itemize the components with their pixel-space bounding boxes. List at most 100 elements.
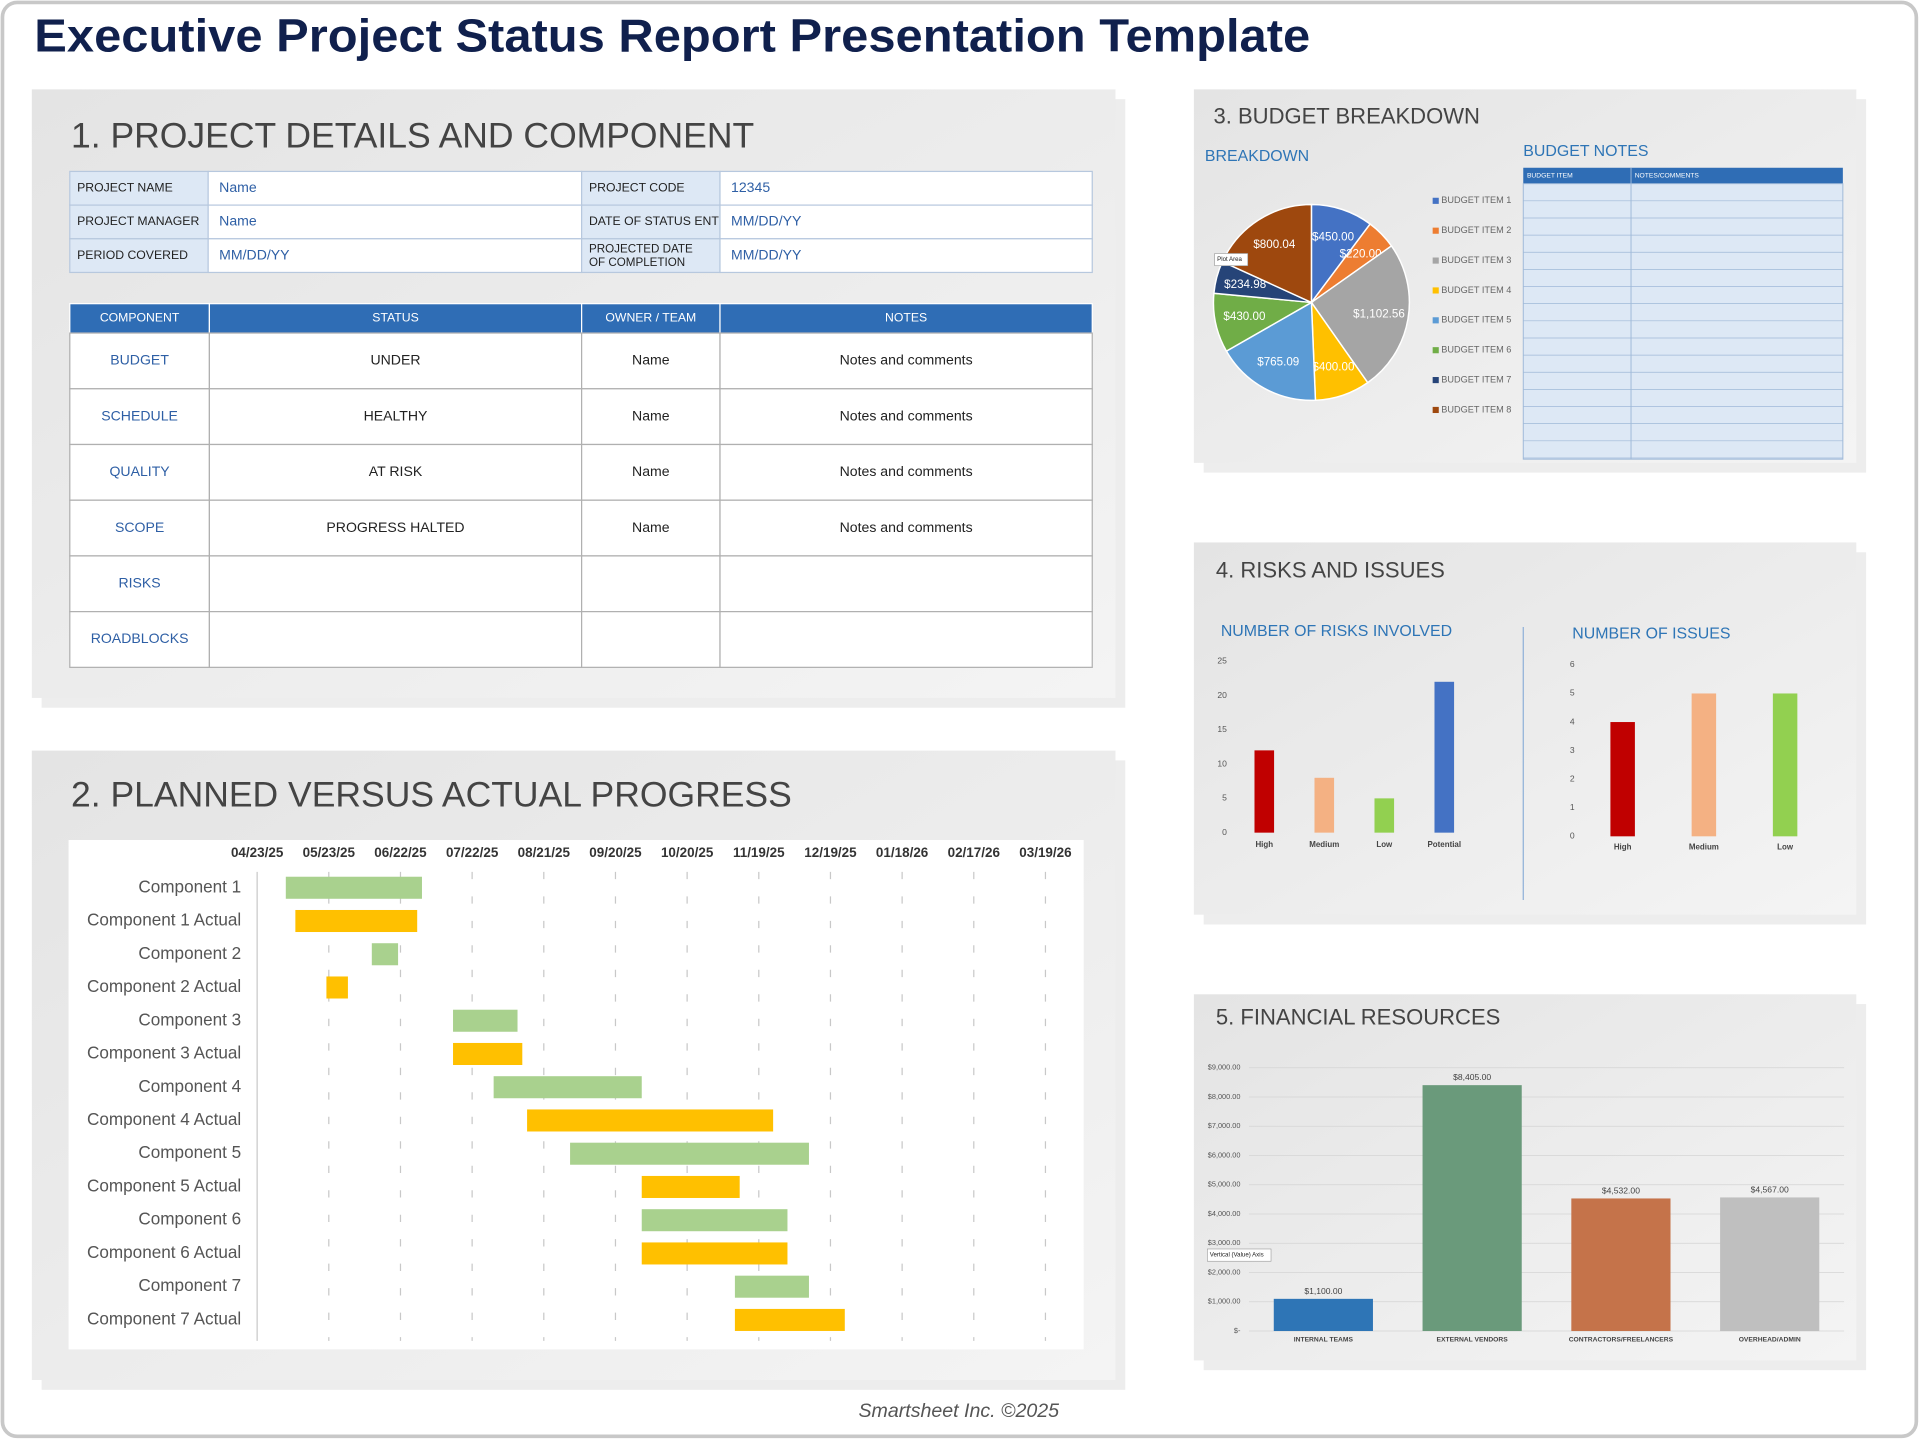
- data-label: $4,567.00: [1751, 1184, 1789, 1194]
- x-tick-label: 09/20/25: [589, 845, 642, 860]
- legend-swatch: [1432, 406, 1439, 414]
- table-value: Name: [632, 463, 670, 479]
- gantt-bar: [295, 909, 418, 933]
- x-tick-label: 04/23/25: [231, 845, 284, 860]
- table-header: OWNER / TEAM: [605, 311, 696, 325]
- gantt-bar: [326, 976, 348, 999]
- table-cell: [719, 332, 1093, 390]
- x-tick-label: 12/19/25: [804, 845, 857, 860]
- page-title: Executive Project Status Report Presenta…: [34, 9, 1310, 61]
- data-label: $234.98: [1224, 278, 1266, 291]
- table-value: UNDER: [370, 352, 420, 368]
- y-tick-label: 5: [1570, 688, 1575, 698]
- table-cell: [581, 388, 721, 446]
- table-cell: [208, 555, 583, 613]
- table-cell: [719, 204, 1093, 240]
- component-name: BUDGET: [110, 352, 169, 368]
- table-label: PROJECT NAME: [77, 180, 173, 194]
- table-header: COMPONENT: [100, 311, 180, 325]
- tooltip-box: [1214, 253, 1249, 267]
- panel: [1193, 542, 1857, 915]
- y-tick-label: Component 1: [138, 876, 241, 896]
- table-value: Name: [219, 213, 257, 229]
- section-heading: 3. BUDGET BREAKDOWN: [1213, 103, 1479, 128]
- y-tick-label: 6: [1570, 659, 1575, 669]
- component-name: QUALITY: [109, 463, 170, 479]
- x-tick-label: 02/17/26: [948, 845, 1000, 860]
- section-heading: 4. RISKS AND ISSUES: [1216, 558, 1445, 583]
- y-tick-label: Component 2: [138, 943, 241, 963]
- table-label: DATE OF STATUS ENTRY: [589, 214, 736, 228]
- chart-title: BREAKDOWN: [1205, 148, 1309, 165]
- table-value: HEALTHY: [364, 407, 428, 423]
- table-label: PROJECT CODE: [589, 180, 685, 194]
- table-value: PROGRESS HALTED: [326, 519, 464, 535]
- table-cell: [207, 170, 583, 206]
- bar: [1422, 1085, 1522, 1332]
- gantt-bar: [641, 1175, 740, 1198]
- table-header-cell: [208, 303, 583, 334]
- x-tick-label: 05/23/25: [303, 845, 356, 860]
- table-value: MM/DD/YY: [731, 213, 802, 229]
- y-tick-label: 25: [1217, 655, 1227, 665]
- y-tick-label: 5: [1222, 793, 1227, 803]
- table-cell: [719, 499, 1093, 557]
- data-label: $400.00: [1312, 360, 1355, 373]
- table-cell: [207, 204, 583, 240]
- legend-swatch: [1432, 317, 1439, 324]
- y-tick-label: 3: [1570, 745, 1575, 755]
- x-tick-label: Low: [1777, 842, 1794, 851]
- table-cell: [69, 611, 210, 668]
- table-cell: [208, 388, 583, 446]
- table-cell: [69, 499, 210, 557]
- section-heading: 2. PLANNED VERSUS ACTUAL PROGRESS: [71, 775, 792, 815]
- component-name: ROADBLOCKS: [91, 630, 189, 646]
- data-label: $800.04: [1253, 238, 1296, 251]
- section-heading: 1. PROJECT DETAILS AND COMPONENT: [71, 116, 754, 156]
- y-tick-label: $1,000.00: [1208, 1297, 1241, 1306]
- y-tick-label: Component 5 Actual: [87, 1175, 241, 1195]
- legend-label: BUDGET ITEM 4: [1441, 285, 1511, 295]
- table-cell: [581, 555, 721, 613]
- table-label: PERIOD COVERED: [77, 248, 188, 262]
- table-value: Name: [219, 179, 257, 195]
- x-tick-label: 07/22/25: [446, 845, 499, 860]
- y-tick-label: Component 1 Actual: [87, 910, 241, 930]
- table-cell: [581, 611, 721, 668]
- x-tick-label: Low: [1376, 840, 1393, 849]
- x-tick-label: INTERNAL TEAMS: [1294, 1336, 1354, 1343]
- tooltip: Plot Area: [1217, 256, 1242, 263]
- x-tick-label: 10/20/25: [661, 845, 714, 860]
- table-cell: [69, 238, 209, 274]
- y-tick-label: $9,000.00: [1208, 1063, 1241, 1072]
- bar: [1254, 750, 1275, 833]
- section-heading: 5. FINANCIAL RESOURCES: [1216, 1005, 1500, 1030]
- table-value: Notes and comments: [840, 352, 973, 368]
- table-label: PROJECTED DATE OF COMPLETION: [589, 243, 693, 269]
- y-tick-label: 10: [1217, 758, 1227, 768]
- table-header-cell: [69, 303, 210, 334]
- table-header-cell: [581, 303, 721, 334]
- gantt-bar: [371, 943, 399, 966]
- gantt-bar: [453, 1009, 518, 1032]
- table-cell: [208, 499, 583, 557]
- chart-title: NUMBER OF ISSUES: [1572, 625, 1730, 642]
- data-label: $430.00: [1223, 310, 1266, 323]
- table-header-row: [1523, 167, 1843, 184]
- y-tick-label: $2,000.00: [1208, 1267, 1241, 1276]
- y-tick-label: Component 3 Actual: [87, 1043, 241, 1063]
- bar: [1571, 1198, 1671, 1332]
- gantt-bar: [641, 1209, 788, 1232]
- footer: Smartsheet Inc. ©2025: [859, 1400, 1060, 1422]
- y-tick-label: $-: [1234, 1326, 1241, 1335]
- table-cell: [581, 499, 721, 557]
- x-tick-label: CONTRACTORS/FREELANCERS: [1569, 1336, 1674, 1343]
- legend-label: BUDGET ITEM 5: [1441, 315, 1511, 325]
- y-tick-label: 4: [1570, 716, 1575, 726]
- table-value: Name: [632, 352, 670, 368]
- y-tick-label: Component 7 Actual: [87, 1308, 241, 1328]
- data-label: $220.00: [1340, 248, 1383, 261]
- y-tick-label: Component 6 Actual: [87, 1242, 241, 1262]
